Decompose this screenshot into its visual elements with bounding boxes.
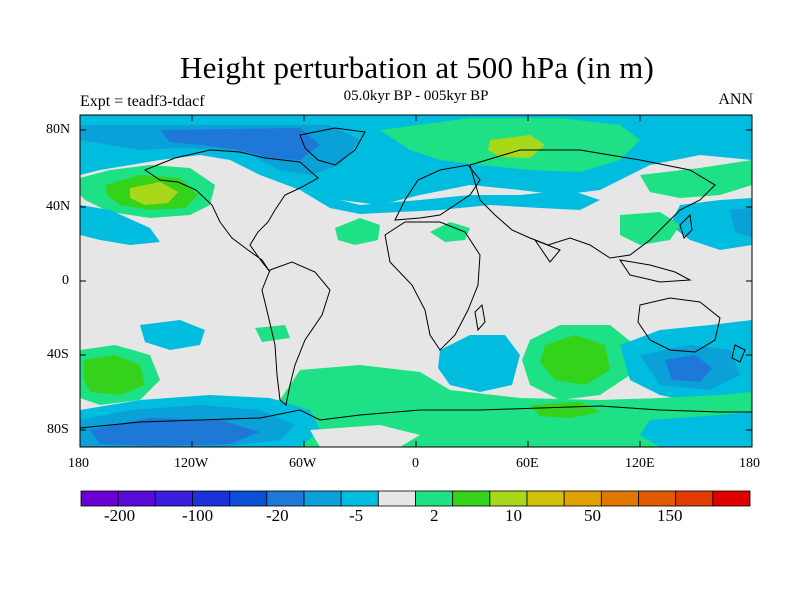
colorbar-label-neg5: -5: [349, 506, 364, 525]
plot-subtitle: 05.0kyr BP - 005kyr BP: [343, 88, 489, 104]
colorbar-label-neg20: -20: [266, 506, 289, 525]
contour-atlantic-green: [335, 218, 380, 245]
colorbar-swatch: [340, 490, 379, 507]
colorbar-label-50: 50: [584, 506, 601, 525]
lon-label-180e: 180: [739, 456, 760, 471]
colorbar-swatch: [192, 490, 231, 507]
lon-label-60e: 60E: [516, 456, 539, 471]
colorbar-swatch: [489, 490, 528, 507]
lon-label-120w: 120W: [174, 456, 209, 471]
contour-southern-ocean-darkblue: [90, 418, 260, 446]
lat-label-80s: 80S: [47, 422, 69, 437]
colorbar-swatch: [526, 490, 565, 507]
contour-sh-indian-brightgreen: [540, 335, 610, 385]
contour-greenland-darkblue: [160, 128, 320, 160]
lat-label-80n: 80N: [46, 122, 71, 137]
lon-label-120e: 120E: [625, 456, 655, 471]
colorbar-label-150: 150: [657, 506, 683, 525]
colorbar-swatch: [117, 490, 156, 507]
lat-label-0: 0: [62, 273, 69, 288]
colorbar-swatch: [415, 490, 454, 507]
contour-pacific-nw-green: [620, 212, 680, 245]
colorbar-swatch: [377, 490, 416, 507]
contour-midlat-blue: [300, 190, 600, 214]
contour-sh-westpac-brightgreen: [84, 355, 145, 395]
colorbar-swatch: [600, 490, 639, 507]
colorbar-swatch: [452, 490, 491, 507]
coastlines: [80, 127, 752, 429]
colorbar-swatch: [266, 490, 305, 507]
axis-ticks: [80, 115, 752, 447]
colorbar-swatch: [563, 490, 602, 507]
lon-label-60w: 60W: [289, 456, 317, 471]
lon-label-0: 0: [412, 456, 419, 471]
colorbar-swatch: [712, 490, 751, 507]
contour-antarctic-green: [530, 402, 600, 418]
contour-antarctic-gray: [310, 425, 420, 447]
colorbar-label-neg100: -100: [182, 506, 214, 525]
contour-sh-africa-blue: [438, 335, 520, 392]
colorbar-swatch: [638, 490, 677, 507]
contour-east-siberia-green: [640, 160, 752, 198]
experiment-label: Expt = teadf3-tdacf: [80, 93, 205, 110]
lat-label-40n: 40N: [46, 199, 71, 214]
contour-pacific-yellowgreen: [130, 182, 178, 205]
season-label: ANN: [718, 91, 753, 108]
contour-westpac-blue: [80, 205, 160, 245]
contour-africa-green: [430, 222, 470, 242]
lon-label-180w: 180: [68, 456, 89, 471]
plot-title: Height perturbation at 500 hPa (in m): [179, 50, 655, 85]
contour-sh-australia-darkblue: [665, 355, 712, 382]
colorbar-swatch: [229, 490, 268, 507]
contour-siberia-yellowgreen: [488, 135, 545, 158]
colorbar-label-neg200: -200: [104, 506, 136, 525]
contour-sh-pacific-blue: [140, 320, 205, 350]
colorbar-label-2: 2: [430, 506, 439, 525]
colorbar-label-10: 10: [505, 506, 522, 525]
colorbar-swatch: [80, 490, 119, 507]
contour-antarctic-blue-right: [640, 412, 752, 447]
colorbar-swatch: [154, 490, 193, 507]
lat-label-40s: 40S: [47, 347, 69, 362]
colorbar-swatch: [303, 490, 342, 507]
colorbar-swatch: [675, 490, 714, 507]
contour-eastpac-midblue: [730, 208, 752, 238]
